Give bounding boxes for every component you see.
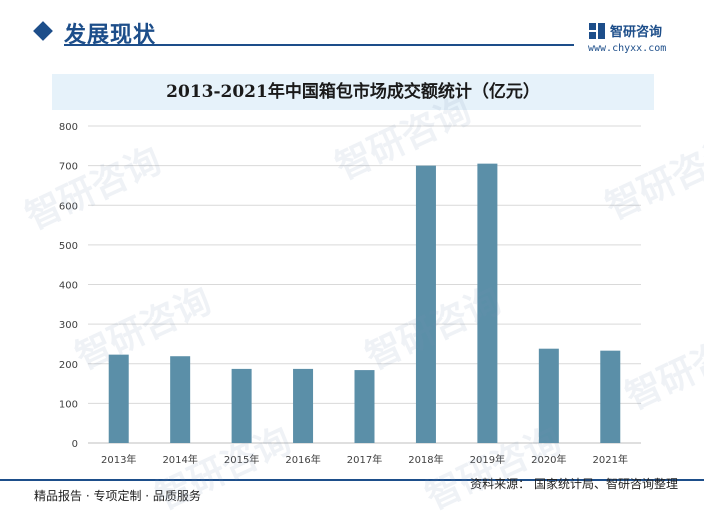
brand-url: www.chyxx.com (588, 43, 667, 54)
brand-name: 智研咨询 (610, 25, 663, 40)
bar (538, 348, 559, 443)
bar (477, 163, 498, 444)
y-tick-label: 300 (59, 320, 78, 331)
x-tick-label: 2016年 (285, 453, 320, 466)
x-tick-label: 2015年 (224, 453, 259, 466)
bar (293, 368, 314, 443)
bar (354, 370, 375, 443)
header: 发展现状 智研咨询 www.chyxx.com (0, 0, 704, 62)
y-tick-label: 0 (72, 439, 78, 450)
y-tick-label: 600 (59, 201, 78, 212)
chart-title: 2013-2021年中国箱包市场成交额统计（亿元） (166, 82, 540, 102)
x-tick-label: 2014年 (162, 453, 197, 466)
y-tick-label: 100 (59, 399, 78, 410)
y-tick-label: 200 (59, 360, 78, 371)
footer-slogan: 精品报告 · 专项定制 · 品质服务 (34, 489, 201, 503)
y-tick-label: 700 (59, 162, 78, 173)
x-tick-label: 2019年 (470, 453, 505, 466)
bar (108, 354, 129, 443)
y-tick-label: 400 (59, 281, 78, 292)
bar (231, 368, 252, 443)
y-tick-label: 500 (59, 241, 78, 252)
brand-logo-icon (589, 23, 605, 39)
x-tick-label: 2017年 (347, 453, 382, 466)
bar (415, 165, 436, 443)
section-title: 发展现状 (64, 23, 157, 48)
x-tick-label: 2021年 (593, 453, 628, 466)
source-note: 资料来源： 国家统计局、智研咨询整理 (470, 477, 678, 491)
bar (600, 350, 621, 443)
x-tick-label: 2020年 (531, 453, 566, 466)
footer-divider (0, 479, 704, 481)
bar (170, 356, 191, 443)
header-divider (64, 44, 574, 46)
y-tick-label: 800 (59, 122, 78, 133)
chart-title-bar: 2013-2021年中国箱包市场成交额统计（亿元） (52, 74, 654, 110)
x-tick-label: 2018年 (408, 453, 443, 466)
x-tick-label: 2013年 (101, 453, 136, 466)
